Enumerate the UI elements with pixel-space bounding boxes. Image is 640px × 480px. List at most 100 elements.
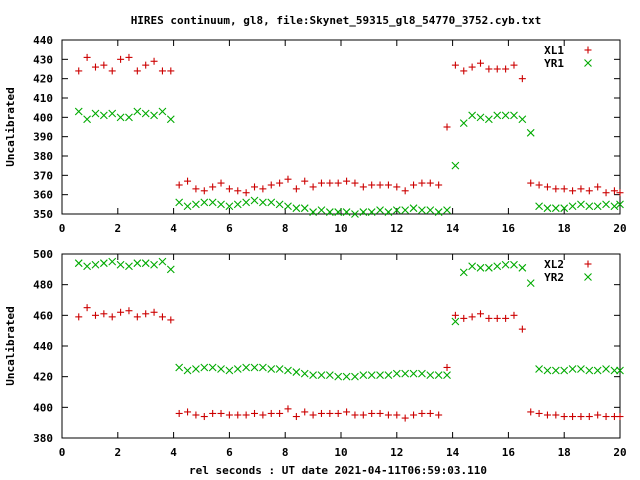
plot-border [61, 253, 621, 439]
data-point [560, 366, 569, 375]
x-tick-label: 8 [282, 222, 289, 235]
data-point [91, 311, 99, 319]
data-point [183, 202, 192, 211]
data-point [250, 196, 259, 205]
data-point [166, 265, 175, 274]
data-point [401, 414, 409, 422]
data-point [259, 411, 267, 419]
data-point [359, 371, 368, 380]
data-point [142, 310, 150, 318]
data-point [184, 177, 192, 185]
data-point [616, 189, 624, 197]
data-point [569, 187, 577, 195]
data-point [251, 409, 259, 417]
y-axis-label: Uncalibrated [4, 87, 17, 166]
data-point [468, 262, 477, 271]
data-point [484, 115, 493, 124]
data-point [209, 409, 217, 417]
data-point [184, 408, 192, 416]
data-point [192, 200, 200, 209]
y-tick-label: 430 [33, 53, 53, 66]
data-point [91, 260, 100, 269]
data-point [510, 111, 518, 120]
chart-title: HIRES continuum, gl8, file:Skynet_59315_… [131, 14, 542, 27]
data-point [83, 53, 91, 61]
data-point [167, 67, 175, 75]
legend-label: YR1 [544, 57, 564, 70]
data-point [616, 366, 624, 375]
data-point [468, 313, 476, 321]
data-point [83, 115, 91, 124]
data-point [251, 183, 259, 191]
data-point [233, 200, 242, 209]
data-point [125, 53, 133, 61]
data-point [317, 206, 326, 215]
data-point [526, 279, 535, 288]
data-point [384, 411, 392, 419]
data-point [418, 179, 426, 187]
data-point [141, 109, 150, 118]
data-point [535, 202, 543, 211]
data-point [443, 363, 451, 371]
data-point [518, 75, 526, 83]
data-point [175, 363, 184, 372]
data-point [200, 198, 209, 207]
data-point [158, 313, 166, 321]
x-tick-label: 8 [282, 446, 289, 459]
data-point [309, 411, 317, 419]
data-point [501, 111, 510, 120]
data-point [577, 413, 585, 421]
data-point [100, 310, 108, 318]
data-point [267, 409, 275, 417]
data-point [74, 107, 83, 116]
data-point [258, 198, 267, 207]
data-point [116, 260, 125, 269]
data-point [267, 181, 275, 189]
data-point [175, 181, 183, 189]
data-point [577, 200, 585, 209]
data-point [568, 365, 577, 373]
data-point [485, 65, 493, 73]
data-point [242, 411, 250, 419]
data-point [158, 107, 167, 116]
data-point [233, 365, 242, 373]
legend-label: XL2 [544, 258, 564, 271]
data-point [292, 368, 301, 376]
data-point [200, 187, 208, 195]
data-point [276, 179, 284, 187]
data-point [117, 308, 125, 316]
data-point [125, 113, 133, 122]
data-point [560, 413, 568, 421]
data-point [401, 187, 409, 195]
data-point [392, 369, 401, 378]
data-point [284, 366, 292, 375]
data-point [426, 371, 435, 380]
data-point [543, 183, 551, 191]
data-point [518, 325, 526, 333]
data-point [543, 204, 552, 213]
data-point [610, 366, 619, 375]
y-tick-label: 480 [33, 279, 53, 292]
data-point [434, 208, 443, 216]
data-point [75, 67, 83, 75]
data-point [242, 189, 250, 197]
data-point [368, 409, 376, 417]
x-tick-label: 12 [390, 446, 403, 459]
data-point [133, 67, 141, 75]
data-point [83, 262, 91, 271]
data-point [91, 63, 99, 71]
data-point [594, 183, 602, 191]
data-point [577, 365, 585, 373]
data-point [593, 202, 602, 211]
data-point [602, 189, 610, 197]
data-point [301, 177, 309, 185]
data-point [376, 371, 384, 380]
x-tick-label: 14 [446, 446, 460, 459]
x-tick-label: 2 [114, 222, 121, 235]
data-point [125, 307, 133, 315]
data-point [569, 413, 577, 421]
data-point [484, 263, 493, 272]
data-point [384, 208, 393, 216]
data-point [560, 204, 569, 213]
legend-label: XL1 [544, 44, 564, 57]
